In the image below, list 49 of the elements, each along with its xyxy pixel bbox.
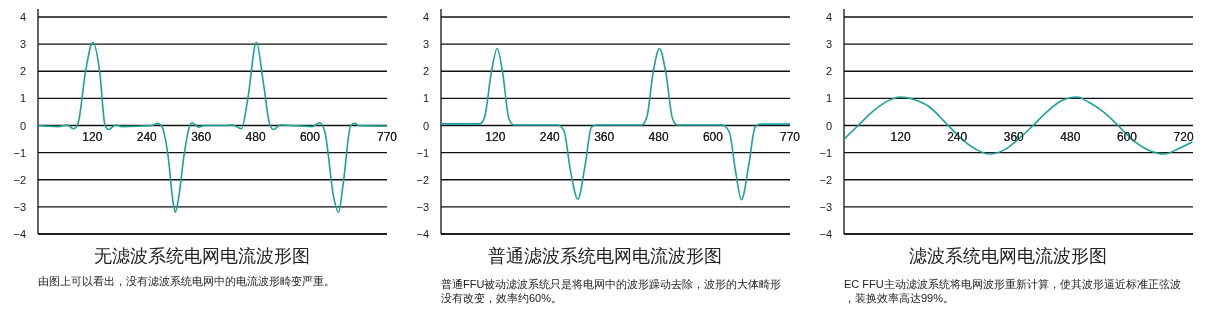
text: EC FFU主动滤波系统将电网波形重新计算，使其波形逼近标准正弦波，装换效率高达99%。 bbox=[844, 278, 1181, 304]
y-tick-label: −3 bbox=[819, 200, 832, 213]
text: 滤波系统电网电流波形图 bbox=[908, 246, 1107, 266]
x-tick-label: 770 bbox=[779, 129, 801, 144]
x-tick-label: 360 bbox=[191, 129, 212, 144]
x-tick-label: 480 bbox=[648, 129, 669, 144]
y-tick-label: 4 bbox=[422, 11, 429, 23]
y-tick-label: 1 bbox=[422, 92, 429, 105]
x-tick-label: 240 bbox=[539, 129, 561, 144]
y-tick-label: 4 bbox=[825, 11, 832, 23]
y-tick-label: −2 bbox=[13, 173, 26, 186]
y-tick-label: 2 bbox=[825, 65, 832, 78]
y-tick-label: −3 bbox=[416, 200, 429, 213]
y-tick-label: −4 bbox=[819, 228, 832, 240]
x-tick-label: 120 bbox=[82, 129, 103, 144]
y-tick-label: −1 bbox=[819, 146, 832, 159]
y-tick-label: −4 bbox=[13, 228, 26, 240]
text: 由图上可以看出，没有滤波系统电网中的电流波形畸变严重。 bbox=[38, 275, 335, 287]
text: 无滤波系统电网电流波形图 bbox=[93, 246, 310, 266]
y-tick-label: 3 bbox=[19, 38, 26, 51]
y-tick-label: 2 bbox=[19, 65, 26, 78]
y-tick-label: 4 bbox=[19, 11, 26, 23]
y-tick-label: 3 bbox=[825, 38, 832, 51]
y-tick-label: −2 bbox=[819, 173, 832, 186]
y-tick-label: 2 bbox=[422, 65, 429, 78]
y-tick-label: −3 bbox=[13, 200, 26, 213]
x-tick-label: 120 bbox=[890, 129, 911, 144]
x-tick-label: 240 bbox=[136, 129, 158, 144]
y-tick-label: −4 bbox=[416, 228, 429, 240]
x-tick-label: 600 bbox=[702, 129, 724, 144]
y-tick-label: 1 bbox=[19, 92, 26, 105]
x-tick-label: 770 bbox=[376, 129, 398, 144]
y-tick-label: 0 bbox=[19, 119, 26, 132]
x-tick-label: 480 bbox=[245, 129, 266, 144]
text: 普通滤波系统电网电流波形图 bbox=[487, 246, 722, 266]
line-series bbox=[843, 96, 1194, 155]
y-tick-label: −1 bbox=[416, 146, 429, 159]
y-tick-label: 0 bbox=[422, 119, 429, 132]
y-tick-label: 1 bbox=[825, 92, 832, 105]
y-tick-label: 3 bbox=[422, 38, 429, 51]
text: 普通FFU被动滤波系统只是将电网中的波形躁动去除，波形的大体畸形没有改变，效率约60%。 bbox=[441, 278, 782, 304]
x-tick-label: 720 bbox=[1173, 129, 1194, 144]
x-tick-label: 600 bbox=[299, 129, 321, 144]
x-tick-label: 360 bbox=[594, 129, 615, 144]
x-tick-label: 120 bbox=[485, 129, 506, 144]
y-tick-label: 0 bbox=[825, 119, 832, 132]
y-tick-label: −1 bbox=[13, 146, 26, 159]
x-tick-label: 480 bbox=[1060, 129, 1081, 144]
y-tick-label: −2 bbox=[416, 173, 429, 186]
